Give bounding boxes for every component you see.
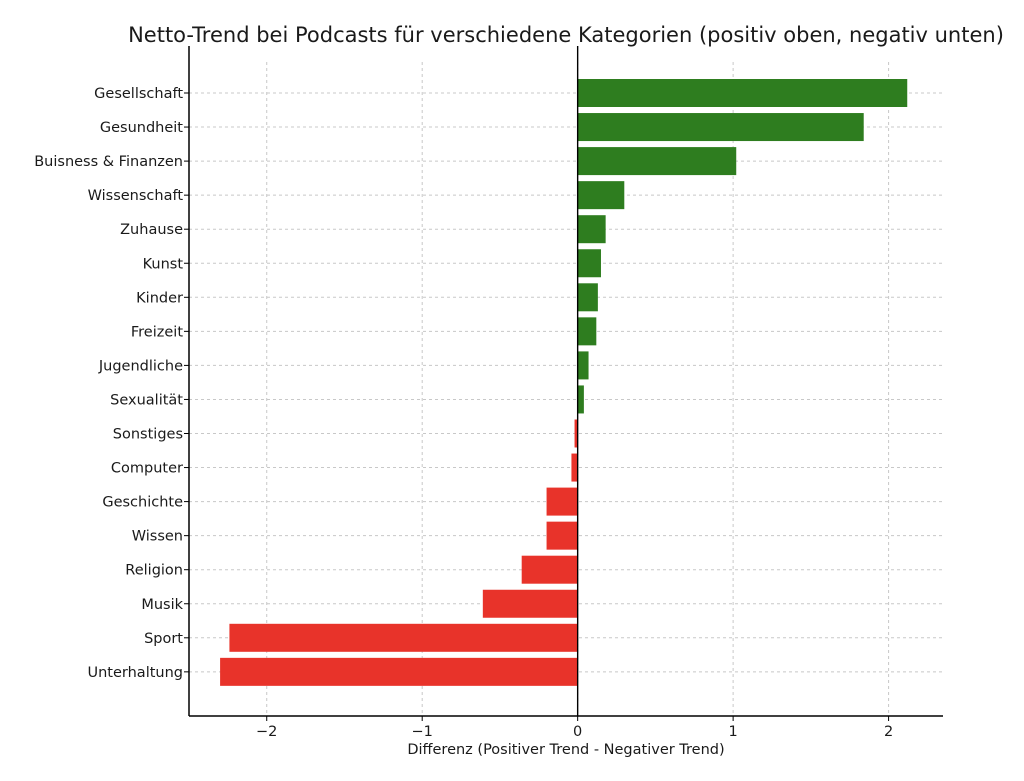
axes <box>184 46 943 721</box>
grid-lines <box>189 62 943 716</box>
y-tick-label: Wissenschaft <box>88 188 184 204</box>
y-tick-label: Sport <box>144 631 183 647</box>
bar <box>577 283 598 312</box>
bar <box>546 487 578 516</box>
x-tick-label: −2 <box>256 724 277 740</box>
bar <box>577 215 606 244</box>
y-tick-label: Gesellschaft <box>94 86 183 102</box>
x-tick-labels: −2 −1 0 1 2 <box>256 724 893 740</box>
bar <box>546 521 578 550</box>
bar <box>577 249 601 278</box>
y-tick-label: Sonstiges <box>113 427 183 443</box>
bar <box>577 79 908 107</box>
x-tick-label: −1 <box>412 724 433 740</box>
bar <box>577 113 864 142</box>
bar <box>229 623 578 652</box>
y-tick-label: Kinder <box>136 290 183 306</box>
x-tick-label: 1 <box>729 724 738 740</box>
bar <box>577 147 737 176</box>
bar <box>571 453 578 482</box>
y-tick-label: Jugendliche <box>98 358 183 374</box>
bar <box>577 317 597 346</box>
y-tick-label: Computer <box>111 461 183 477</box>
y-tick-labels: Gesellschaft Gesundheit Buisness & Finanze… <box>34 86 183 681</box>
y-tick-label: Geschichte <box>102 495 183 511</box>
bar <box>220 657 578 686</box>
bar <box>482 589 578 618</box>
y-tick-label: Unterhaltung <box>88 665 184 681</box>
y-tick-label: Religion <box>125 563 183 579</box>
bar <box>521 555 578 584</box>
chart-title: Netto-Trend bei Podcasts für verschieden… <box>128 23 1004 47</box>
y-tick-label: Freizeit <box>131 324 183 340</box>
x-tick-label: 0 <box>573 724 582 740</box>
bars <box>220 79 908 686</box>
y-tick-label: Sexualität <box>110 392 183 408</box>
y-tick-label: Musik <box>141 597 183 613</box>
y-tick-label: Zuhause <box>120 222 183 238</box>
y-tick-label: Buisness & Finanzen <box>34 154 183 170</box>
x-axis-label: Differenz (Positiver Trend - Negativer T… <box>407 742 724 758</box>
bar <box>577 351 589 380</box>
y-tick-label: Gesundheit <box>100 120 183 136</box>
bar <box>574 419 578 448</box>
bar <box>577 181 625 210</box>
y-tick-label: Wissen <box>132 529 183 545</box>
x-tick-label: 2 <box>884 724 893 740</box>
y-tick-label: Kunst <box>143 256 184 272</box>
bar <box>577 385 584 414</box>
